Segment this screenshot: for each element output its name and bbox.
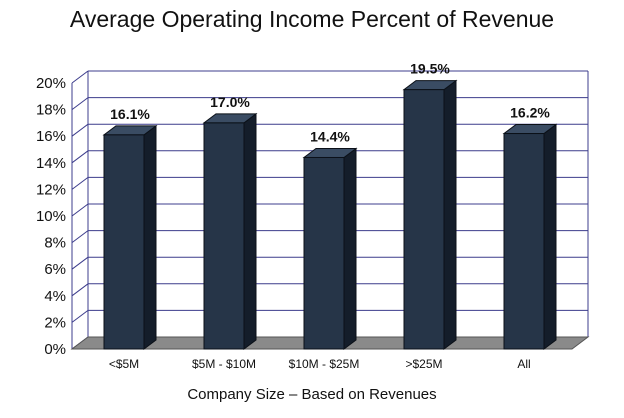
y-tick-label: 16% <box>36 128 66 145</box>
y-tick-label: 6% <box>44 261 66 278</box>
x-axis-title: Company Size – Based on Revenues <box>187 386 437 403</box>
x-axis-categories: <$5M $5M - $10M $10M - $25M >$25M All <box>109 357 531 371</box>
bar-side <box>143 124 157 350</box>
gridline-slant <box>71 309 89 323</box>
y-axis-ticks: 0% 2% 4% 6% 8% 10% 12% 14% 16% 18% 20% <box>36 75 66 358</box>
gridline-slant <box>71 176 89 190</box>
data-label: 16.2% <box>510 105 550 121</box>
gridline-slant <box>71 70 89 84</box>
bar-front <box>503 133 545 350</box>
y-tick-label: 2% <box>44 314 66 331</box>
x-category-label: <$5M <box>109 357 139 371</box>
bar-side <box>543 123 557 350</box>
gridline-slant <box>71 283 89 297</box>
gridline-slant <box>71 150 89 164</box>
y-tick-label: 10% <box>36 208 66 225</box>
y-tick-label: 20% <box>36 75 66 92</box>
x-category-label: All <box>517 357 530 371</box>
data-label: 19.5% <box>410 61 450 77</box>
gridline-slant <box>71 97 89 110</box>
chart-title: Average Operating Income Percent of Reve… <box>69 6 555 32</box>
y-tick-label: 4% <box>44 288 66 305</box>
bar <box>202 112 258 350</box>
bar <box>302 147 358 350</box>
bar-side <box>343 147 357 350</box>
bar-front <box>303 156 345 350</box>
bar-front <box>103 134 145 350</box>
y-tick-label: 8% <box>44 235 66 252</box>
x-category-label: $5M - $10M <box>192 357 256 371</box>
x-category-label: $10M - $25M <box>289 357 360 371</box>
bar <box>502 123 558 350</box>
y-tick-label: 18% <box>36 102 66 119</box>
bars <box>102 79 558 350</box>
bar-front <box>403 89 445 350</box>
bar <box>102 124 158 350</box>
x-category-label: >$25M <box>405 357 442 371</box>
data-label: 16.1% <box>110 106 150 122</box>
gridline-slant <box>71 230 89 244</box>
gridline-slant <box>71 203 89 217</box>
data-label: 14.4% <box>310 128 350 144</box>
y-tick-label: 14% <box>36 155 66 172</box>
bar-side <box>243 112 257 350</box>
y-tick-label: 12% <box>36 181 66 198</box>
y-tick-label: 0% <box>44 341 66 358</box>
bar-front <box>203 122 245 350</box>
gridline-slant <box>71 256 89 270</box>
bar-side <box>443 79 457 350</box>
data-label: 17.0% <box>210 94 250 110</box>
data-labels: 16.1% 17.0% 14.4% 19.5% 16.2% <box>110 61 550 145</box>
gridline-slant <box>71 123 89 137</box>
bar <box>402 79 458 350</box>
